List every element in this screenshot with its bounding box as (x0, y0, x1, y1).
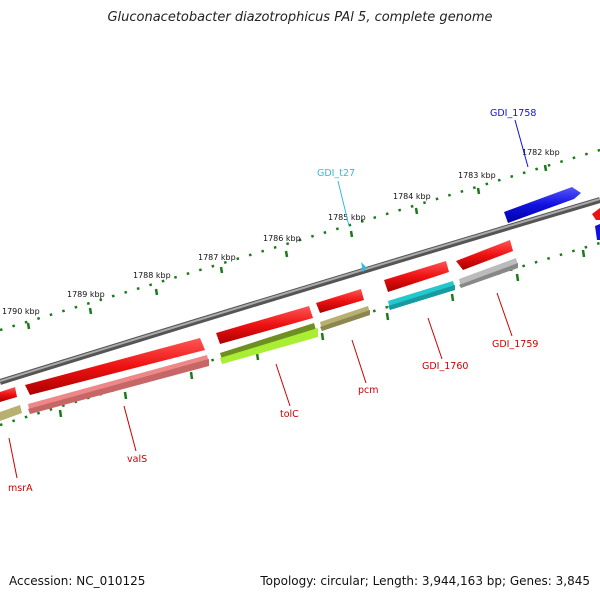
ruler-label: 1786 kbp (263, 234, 301, 243)
outer-ruler-dots (0, 148, 600, 332)
genome-summary-text: Topology: circular; Length: 3,944,163 bp… (260, 574, 590, 588)
gene-label-gdi-1760[interactable]: GDI_1760 (422, 361, 468, 372)
ruler-label: 1787 kbp (198, 253, 236, 262)
gene-fragment[interactable] (592, 208, 600, 220)
ruler-labels: 1782 kbp 1783 kbp 1784 kbp 1785 kbp 1786… (2, 148, 560, 316)
gene-gdi-1759[interactable] (456, 240, 518, 288)
gene-pcm[interactable] (316, 289, 370, 331)
outer-ruler-major-ticks (26, 164, 548, 330)
ruler-label: 1784 kbp (393, 192, 431, 201)
gene-label-gdi-1759[interactable]: GDI_1759 (492, 339, 538, 350)
gene-label-vals[interactable]: valS (127, 454, 147, 465)
map-title: Gluconacetobacter diazotrophicus PAl 5, … (107, 10, 493, 25)
accession-text: Accession: NC_010125 (9, 574, 146, 588)
gene-vals[interactable] (25, 338, 209, 414)
label-leaders (8, 119, 529, 479)
gene-msra[interactable] (0, 387, 22, 421)
trna-gdi-t27-marker[interactable] (361, 262, 367, 272)
gene-gdi-1758[interactable] (504, 187, 600, 240)
gene-label-tolc[interactable]: tolC (280, 409, 299, 420)
gene-gdi-1760[interactable] (384, 261, 455, 310)
ruler-label: 1789 kbp (67, 290, 105, 299)
gene-label-gdi-1758[interactable]: GDI_1758 (490, 108, 536, 119)
gene-tolc[interactable] (216, 306, 318, 364)
ruler-label: 1783 kbp (458, 171, 496, 180)
inner-ruler-major-ticks (58, 249, 586, 418)
ruler-label: 1782 kbp (522, 148, 560, 157)
ruler-label: 1790 kbp (2, 307, 40, 316)
gene-label-msra[interactable]: msrA (8, 483, 33, 494)
ruler-label: 1788 kbp (133, 271, 171, 280)
gene-label-gdi-t27[interactable]: GDI_t27 (317, 168, 355, 179)
gene-label-pcm[interactable]: pcm (358, 385, 379, 396)
